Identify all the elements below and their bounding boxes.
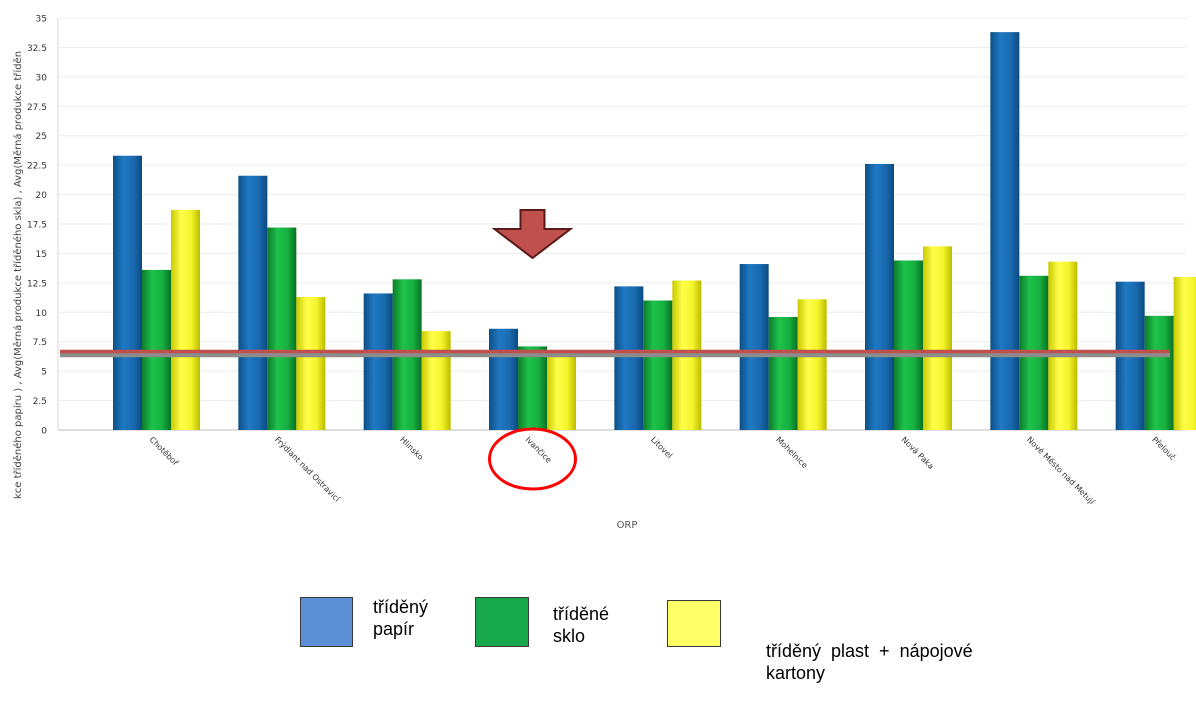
highlight-circle bbox=[488, 427, 577, 491]
bar-glass bbox=[768, 316, 798, 430]
bar-glass bbox=[643, 300, 673, 430]
bar-paper bbox=[238, 175, 268, 430]
bar-paper bbox=[363, 293, 393, 430]
bar-plastic bbox=[923, 246, 952, 430]
y-tick-label: 22.5 bbox=[27, 162, 47, 172]
x-tick-label: Chotěboř bbox=[148, 435, 181, 468]
y-tick-label: 17.5 bbox=[27, 221, 47, 231]
bars bbox=[113, 32, 1196, 431]
x-tick-label: Nová Paka bbox=[900, 435, 936, 471]
legend-label-plastic: tříděný plast + nápojové kartony bbox=[766, 641, 973, 683]
reference-lines bbox=[60, 349, 1170, 358]
bar-paper bbox=[614, 286, 644, 430]
y-tick-label: 5 bbox=[41, 368, 47, 378]
bar-glass bbox=[1144, 315, 1174, 430]
bar-paper bbox=[739, 264, 769, 430]
legend-label-paper: tříděný papír bbox=[373, 597, 429, 639]
bar-plastic bbox=[421, 331, 451, 430]
y-tick-label: 35 bbox=[36, 15, 47, 25]
bar-plastic bbox=[171, 209, 200, 430]
y-tick-label: 7.5 bbox=[33, 338, 47, 348]
y-tick-label: 2.5 bbox=[33, 397, 47, 407]
legend-swatch-glass bbox=[475, 597, 529, 647]
y-tick-label: 0 bbox=[41, 427, 47, 437]
x-tick-label: Litovel bbox=[649, 435, 674, 460]
x-tick-label: Hlinsko bbox=[398, 435, 425, 462]
arrow-down-icon bbox=[491, 209, 574, 260]
legend-swatch-plastic bbox=[667, 600, 721, 647]
bar-paper bbox=[489, 328, 518, 430]
y-tick-label: 25 bbox=[36, 132, 47, 142]
annotations bbox=[488, 209, 577, 491]
y-tick-label: 10 bbox=[36, 309, 48, 319]
y-tick-label: 32.5 bbox=[27, 44, 47, 54]
legend-label-glass: tříděné sklo bbox=[553, 604, 610, 646]
y-tick-label: 30 bbox=[36, 73, 48, 83]
bar-paper bbox=[990, 32, 1020, 431]
x-tick-label: Přelouč bbox=[1150, 434, 1178, 462]
x-tick-label: Ivančice bbox=[524, 434, 554, 464]
bar-plastic bbox=[296, 296, 326, 430]
legend-swatch-paper bbox=[300, 597, 353, 647]
bar-glass bbox=[267, 227, 297, 430]
bar-plastic bbox=[1048, 261, 1078, 430]
bar-plastic bbox=[1173, 276, 1196, 430]
bar-glass bbox=[894, 260, 923, 430]
x-tick-label: Frýdlant nad Ostravicí bbox=[273, 435, 342, 504]
bar-paper bbox=[113, 155, 142, 430]
y-tick-label: 12.5 bbox=[27, 279, 47, 289]
y-tick-label: 15 bbox=[36, 250, 47, 260]
bar-plastic bbox=[797, 299, 827, 430]
bar-glass bbox=[518, 346, 547, 430]
y-axis-label: kce tříděného papíru ) , Avg(Měrná produ… bbox=[12, 51, 24, 499]
bar-paper bbox=[865, 163, 894, 431]
x-tick-label: Nové Město nad Metují bbox=[1025, 434, 1097, 506]
y-tick-label: 27.5 bbox=[27, 103, 47, 113]
x-axis-ticks: Chotěboř Frýdlant nad Ostravicí Hlinsko Iva… bbox=[148, 434, 1178, 506]
x-axis-label: ORP bbox=[617, 520, 638, 531]
bar-chart: 0 2.5 5 7.5 10 12.5 15 17.5 20 22.5 25 27.5 30 32.5 35… bbox=[12, 15, 1196, 531]
bar-plastic bbox=[547, 352, 576, 430]
y-tick-label: 20 bbox=[36, 191, 48, 201]
y-axis-ticks: 0 2.5 5 7.5 10 12.5 15 17.5 20 22.5 25 27.5 30 32.5 35 bbox=[27, 15, 47, 437]
x-tick-label: Mohelnice bbox=[774, 435, 809, 470]
